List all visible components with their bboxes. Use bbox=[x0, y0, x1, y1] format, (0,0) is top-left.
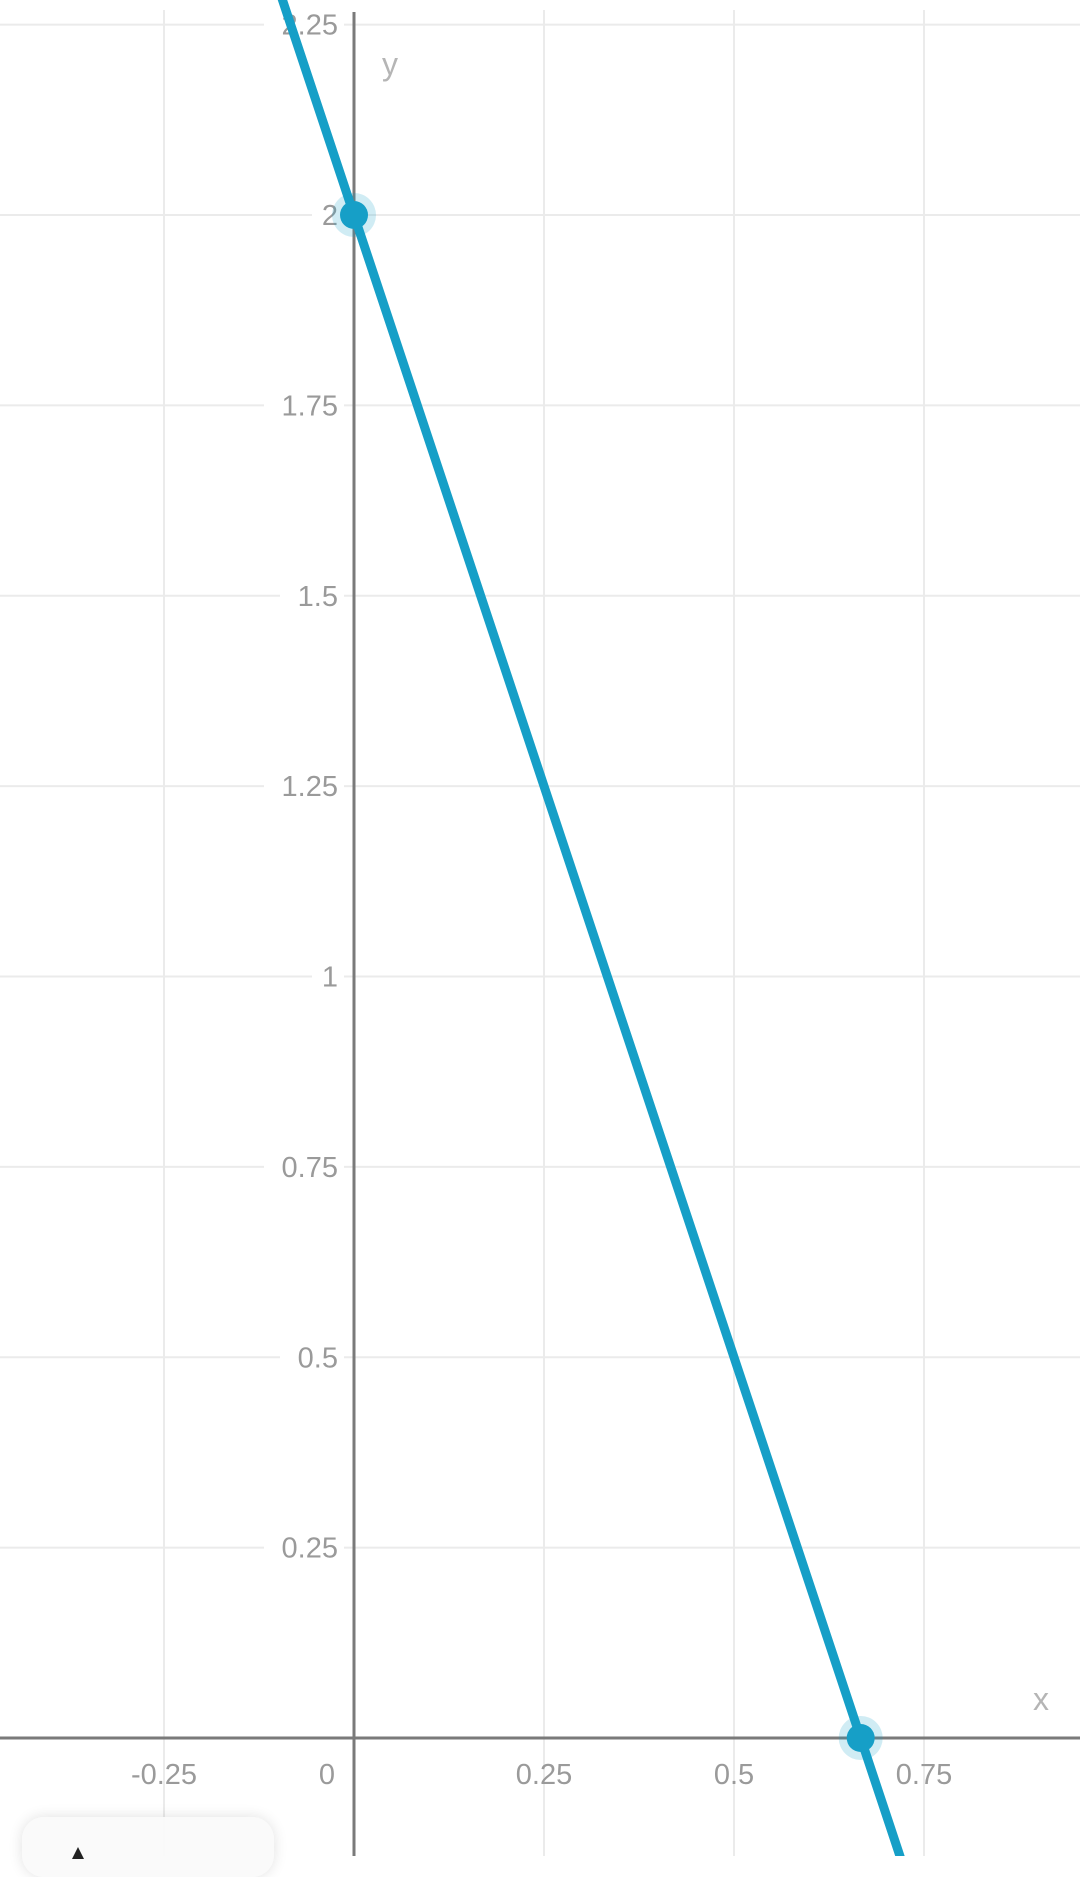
intercept-point[interactable] bbox=[340, 201, 368, 229]
series bbox=[277, 0, 905, 1856]
tick-label-bg bbox=[312, 958, 344, 995]
x-tick-label: 0.75 bbox=[896, 1759, 952, 1791]
x-tick-label: -0.25 bbox=[131, 1759, 197, 1791]
y-tick-label: 2 bbox=[322, 200, 338, 232]
tick-label-bg bbox=[264, 1529, 344, 1566]
y-tick-label: 1 bbox=[322, 962, 338, 994]
y-tick-label: 1.25 bbox=[282, 771, 338, 803]
y-tick-label: 0.25 bbox=[282, 1533, 338, 1565]
tick-label-bg bbox=[312, 197, 344, 233]
function-line bbox=[277, 0, 905, 1856]
tick-label-bg bbox=[280, 577, 344, 614]
intercept-point[interactable] bbox=[846, 1724, 875, 1752]
tick-label-bg bbox=[264, 768, 344, 805]
x-tick-label: 0.5 bbox=[714, 1759, 754, 1791]
tick-labels: -0.25 0 0.25 0.5 0.75 0.25 0.5 0.75 1 1.25 1.5 1.75… bbox=[131, 6, 952, 1791]
points[interactable] bbox=[332, 193, 883, 1760]
x-axis-label: x bbox=[1033, 1681, 1049, 1717]
y-tick-label: 0.75 bbox=[282, 1152, 338, 1184]
y-tick-label: 0.5 bbox=[298, 1342, 338, 1374]
tick-label-bg bbox=[264, 387, 344, 424]
arrow-up-icon bbox=[72, 1847, 84, 1859]
x-tick-label: 0 bbox=[319, 1759, 335, 1791]
y-axis-label: y bbox=[382, 46, 398, 82]
y-tick-label: 1.75 bbox=[282, 390, 338, 422]
tick-label-bg bbox=[264, 1148, 344, 1185]
tick-label-bg bbox=[264, 6, 344, 43]
expression-panel-handle[interactable] bbox=[22, 1817, 274, 1877]
x-tick-label: 0.25 bbox=[516, 1759, 572, 1791]
tick-label-bg bbox=[280, 1339, 344, 1376]
grid bbox=[0, 10, 1080, 1856]
y-tick-label: 1.5 bbox=[298, 581, 338, 613]
axes bbox=[0, 12, 1080, 1856]
